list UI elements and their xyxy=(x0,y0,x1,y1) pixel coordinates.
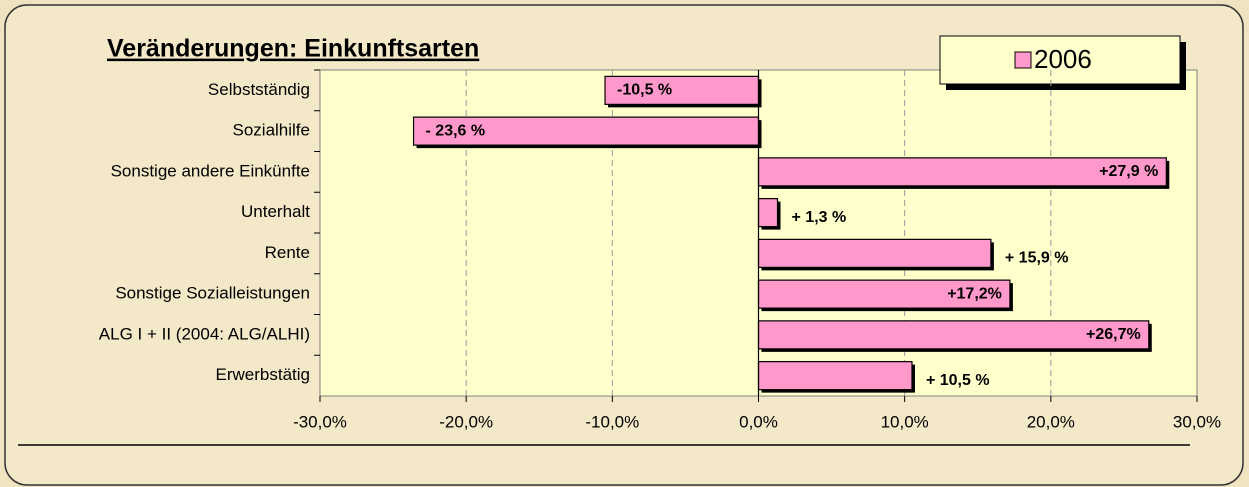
x-tick-label: -30,0% xyxy=(293,412,347,431)
value-label: +27,9 % xyxy=(1099,163,1158,180)
value-label: +17,2% xyxy=(947,285,1002,302)
bar xyxy=(412,116,760,146)
value-label: + 15,9 % xyxy=(1005,250,1069,267)
chart-title: Veränderungen: Einkunftsarten xyxy=(107,35,479,63)
bar xyxy=(757,238,992,268)
legend-label: 2006 xyxy=(1034,44,1092,74)
y-tick-label: Sonstige andere Einkünfte xyxy=(111,161,310,180)
bar xyxy=(757,320,1150,350)
bar xyxy=(757,198,779,228)
x-tick-label: 0,0% xyxy=(739,412,778,431)
x-tick-label: 30,0% xyxy=(1173,412,1221,431)
bar xyxy=(757,361,913,391)
x-tick-label: -20,0% xyxy=(439,412,493,431)
y-tick-label: Selbstständig xyxy=(208,80,310,99)
value-label: - 23,6 % xyxy=(426,122,486,139)
y-tick-label: Sonstige Sozialleistungen xyxy=(115,284,310,303)
legend xyxy=(939,35,1181,85)
y-tick-label: Rente xyxy=(265,243,310,262)
x-tick-label: -10,0% xyxy=(585,412,639,431)
y-tick-label: Erwerbstätig xyxy=(216,365,310,384)
y-tick-label: Unterhalt xyxy=(241,202,310,221)
value-label: + 10,5 % xyxy=(926,372,990,389)
x-tick-label: 10,0% xyxy=(881,412,929,431)
bar xyxy=(604,75,760,105)
y-tick-label: ALG I + II (2004: ALG/ALHI) xyxy=(99,324,310,343)
value-label: + 1,3 % xyxy=(792,209,847,226)
y-tick-label: Sozialhilfe xyxy=(233,121,311,140)
bar xyxy=(757,157,1167,187)
legend-swatch xyxy=(1014,51,1032,69)
bar xyxy=(757,279,1011,309)
value-label: +26,7% xyxy=(1086,326,1141,343)
x-tick-label: 20,0% xyxy=(1027,412,1075,431)
value-label: -10,5 % xyxy=(617,82,672,99)
